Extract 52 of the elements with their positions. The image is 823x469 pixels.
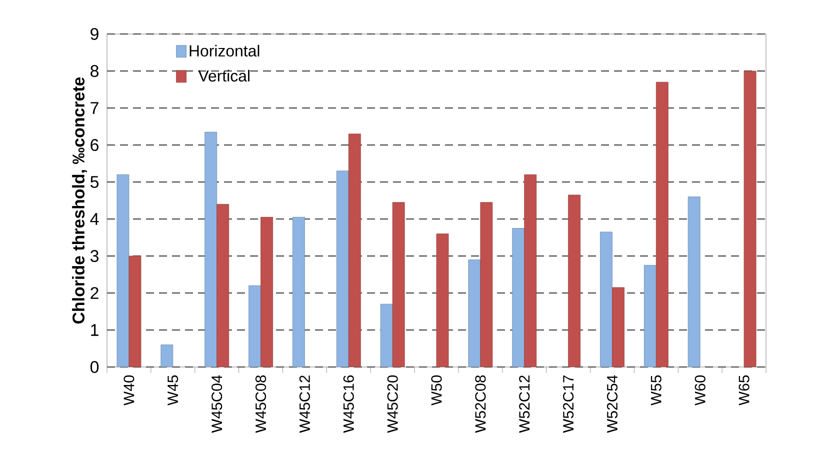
x-tick-label: W65 xyxy=(738,375,750,406)
legend-label: Horizontal xyxy=(190,44,260,57)
bar xyxy=(436,234,449,367)
bar xyxy=(292,216,305,367)
x-tick-label: W50 xyxy=(431,375,442,406)
y-tick-label: 5 xyxy=(90,176,99,188)
bar xyxy=(612,287,624,367)
x-tick-label: W45 xyxy=(168,375,178,406)
x-tick-label: W52C08 xyxy=(475,375,486,433)
x-tick-label: W55 xyxy=(650,375,662,406)
bar xyxy=(204,132,218,367)
bar xyxy=(656,82,668,367)
x-tick-label: W52C17 xyxy=(563,376,574,433)
y-tick-label: 8 xyxy=(90,65,98,77)
bar xyxy=(216,204,230,367)
bar xyxy=(116,174,130,367)
x-tick-label: W60 xyxy=(694,375,706,406)
y-tick-label: 4 xyxy=(90,213,99,225)
y-tick-label: 9 xyxy=(90,28,98,40)
y-tick-label: 2 xyxy=(90,287,98,299)
y-axis-title: Chloride threshold, ‰concrete xyxy=(72,77,87,324)
bar xyxy=(568,194,581,367)
bar xyxy=(348,134,361,367)
x-tick-label: W45C08 xyxy=(255,375,266,433)
y-tick-label: 3 xyxy=(90,250,98,262)
x-tick-label: W52C54 xyxy=(606,375,618,433)
bar xyxy=(600,232,612,367)
bar xyxy=(744,70,756,367)
y-tick-label: 1 xyxy=(91,324,98,336)
y-tick-label: 7 xyxy=(90,102,98,114)
x-tick-label: W40 xyxy=(124,375,134,406)
bar xyxy=(524,174,537,367)
bar xyxy=(512,228,525,367)
bar xyxy=(380,304,393,367)
x-tick-label: W45C12 xyxy=(299,376,310,433)
legend-label: Vertical xyxy=(198,70,250,82)
bar xyxy=(160,344,174,367)
bar xyxy=(644,265,656,367)
bar xyxy=(128,256,142,367)
x-tick-label: W45C20 xyxy=(387,375,398,433)
bar xyxy=(480,202,493,367)
x-tick-label: W45C04 xyxy=(212,375,222,433)
bar xyxy=(336,170,349,367)
bar xyxy=(468,260,481,367)
bar xyxy=(392,202,405,367)
x-tick-label: W52C12 xyxy=(519,376,530,433)
bar xyxy=(248,285,261,367)
bar xyxy=(260,216,273,367)
y-tick-label: 0 xyxy=(90,361,99,373)
bar xyxy=(688,196,700,367)
x-tick-label: W45C16 xyxy=(343,375,354,433)
y-tick-label: 6 xyxy=(90,139,98,151)
